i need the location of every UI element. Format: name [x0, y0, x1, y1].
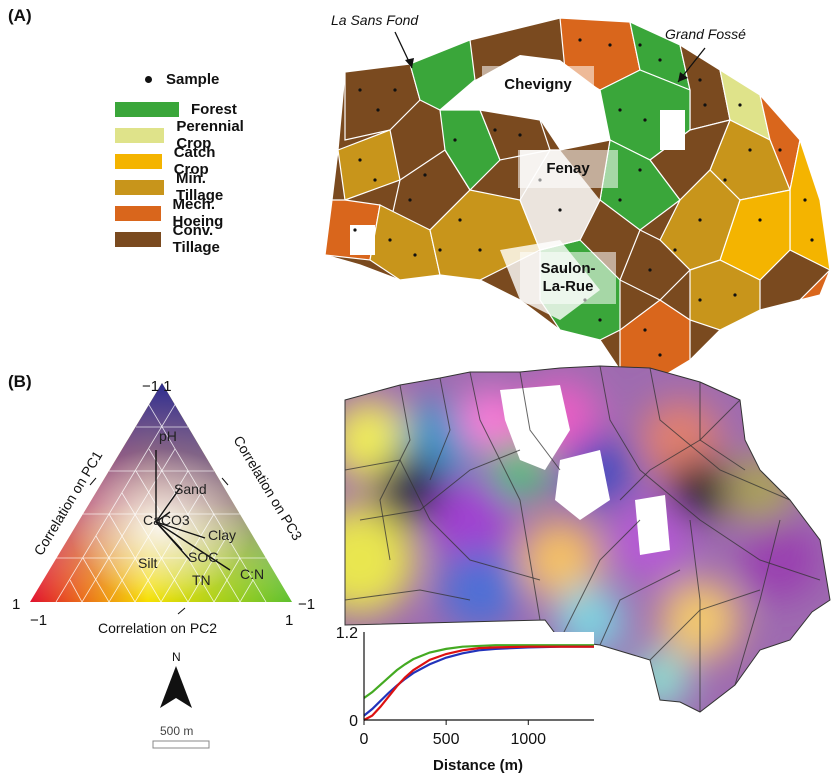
grand-fosse-label: Grand Fossé	[665, 26, 746, 42]
vector-cn	[155, 521, 231, 571]
legend-swatch	[115, 153, 162, 169]
legend-swatch	[115, 179, 164, 195]
legend-swatch	[115, 127, 165, 143]
variogram-series-2	[363, 645, 594, 721]
var-caco3: CaCO3	[143, 512, 190, 528]
var-ph: pH	[159, 428, 177, 444]
ternary-corner-left-1: 1	[12, 596, 21, 613]
vector-clay	[155, 521, 206, 539]
x-tick-label: 1000	[510, 731, 546, 748]
town-fenay: Fenay	[518, 150, 618, 188]
north-arrow-icon	[160, 666, 192, 708]
legend-item-conv-tillage: Conv. Tillage	[115, 222, 238, 256]
legend-swatch	[115, 205, 161, 221]
ternary-corner-right-1: −1	[298, 596, 316, 613]
scale-bar-label: 500 m	[160, 724, 194, 738]
ternary-corner-left-2: −1	[30, 612, 48, 629]
y-tick-label: 0	[349, 713, 358, 730]
north-label: N	[172, 650, 181, 664]
la-sans-fond-label: La Sans Fond	[331, 12, 419, 28]
ternary-colour-key	[30, 382, 292, 615]
sample-points	[353, 38, 814, 357]
panel-b-label: (B)	[8, 372, 32, 391]
ternary-corner-top: −1 1	[142, 378, 172, 395]
legend-item-mech-hoeing: Mech. Hoeing	[115, 196, 242, 230]
var-clay: Clay	[208, 527, 237, 543]
ternary-corner-right-2: 1	[285, 612, 294, 629]
variogram-series-0	[363, 644, 594, 699]
scale-bar	[152, 740, 210, 749]
vector-tn	[155, 521, 191, 561]
legend-item-perennial-crop: Perennial Crop	[115, 118, 259, 152]
ternary-axis-pc2: Correlation on PC2	[98, 620, 218, 636]
legend-item-forest: Forest	[115, 100, 237, 118]
var-cn: C:N	[240, 566, 265, 582]
town-chevigny: Chevigny	[482, 66, 594, 104]
var-silt: Silt	[138, 555, 158, 571]
y-tick-label: 1.2	[336, 625, 358, 642]
x-tick-label: 500	[433, 731, 460, 748]
legend-sample: Sample	[145, 70, 219, 88]
legend-swatch	[115, 101, 179, 117]
var-sand: Sand	[174, 481, 207, 497]
legend-swatch	[115, 231, 161, 247]
vector-sand	[155, 487, 181, 523]
legend-item-catch-crop: Catch Crop	[115, 144, 233, 178]
legend-item-min-tillage: Min. Tillage	[115, 170, 238, 204]
vector-caco3	[155, 511, 171, 523]
x-tick-label: 0	[360, 731, 369, 748]
var-tn: TN	[192, 572, 211, 588]
variogram-chart: 0 500 1000 0 1.2 Distance (m)	[336, 625, 594, 774]
town-saulon-la-rue: Saulon- La-Rue	[520, 252, 616, 304]
sample-dot-icon	[145, 75, 152, 83]
var-soc: SOC	[188, 549, 219, 565]
x-axis-label: Distance (m)	[433, 757, 523, 774]
panel-a-label: (A)	[8, 6, 32, 25]
